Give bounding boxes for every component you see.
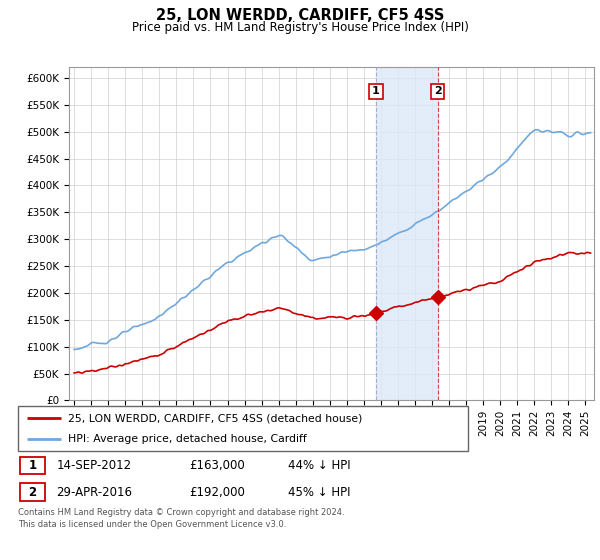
Text: Contains HM Land Registry data © Crown copyright and database right 2024.
This d: Contains HM Land Registry data © Crown c… [18,508,344,529]
Text: 25, LON WERDD, CARDIFF, CF5 4SS: 25, LON WERDD, CARDIFF, CF5 4SS [156,8,444,24]
Text: 2: 2 [434,86,442,96]
Text: 1: 1 [29,459,37,472]
Text: HPI: Average price, detached house, Cardiff: HPI: Average price, detached house, Card… [67,433,306,444]
Bar [376,67,437,400]
Bar [20,456,45,474]
Text: 1: 1 [372,86,380,96]
Text: 14-SEP-2012: 14-SEP-2012 [56,459,131,472]
Text: £163,000: £163,000 [189,459,245,472]
Bar [20,483,45,501]
Text: Price paid vs. HM Land Registry's House Price Index (HPI): Price paid vs. HM Land Registry's House … [131,21,469,34]
Text: 2: 2 [29,486,37,499]
Text: 29-APR-2016: 29-APR-2016 [56,486,132,499]
Text: 25, LON WERDD, CARDIFF, CF5 4SS (detached house): 25, LON WERDD, CARDIFF, CF5 4SS (detache… [67,413,362,423]
Text: £192,000: £192,000 [189,486,245,499]
Text: 44% ↓ HPI: 44% ↓ HPI [288,459,350,472]
Text: 45% ↓ HPI: 45% ↓ HPI [288,486,350,499]
